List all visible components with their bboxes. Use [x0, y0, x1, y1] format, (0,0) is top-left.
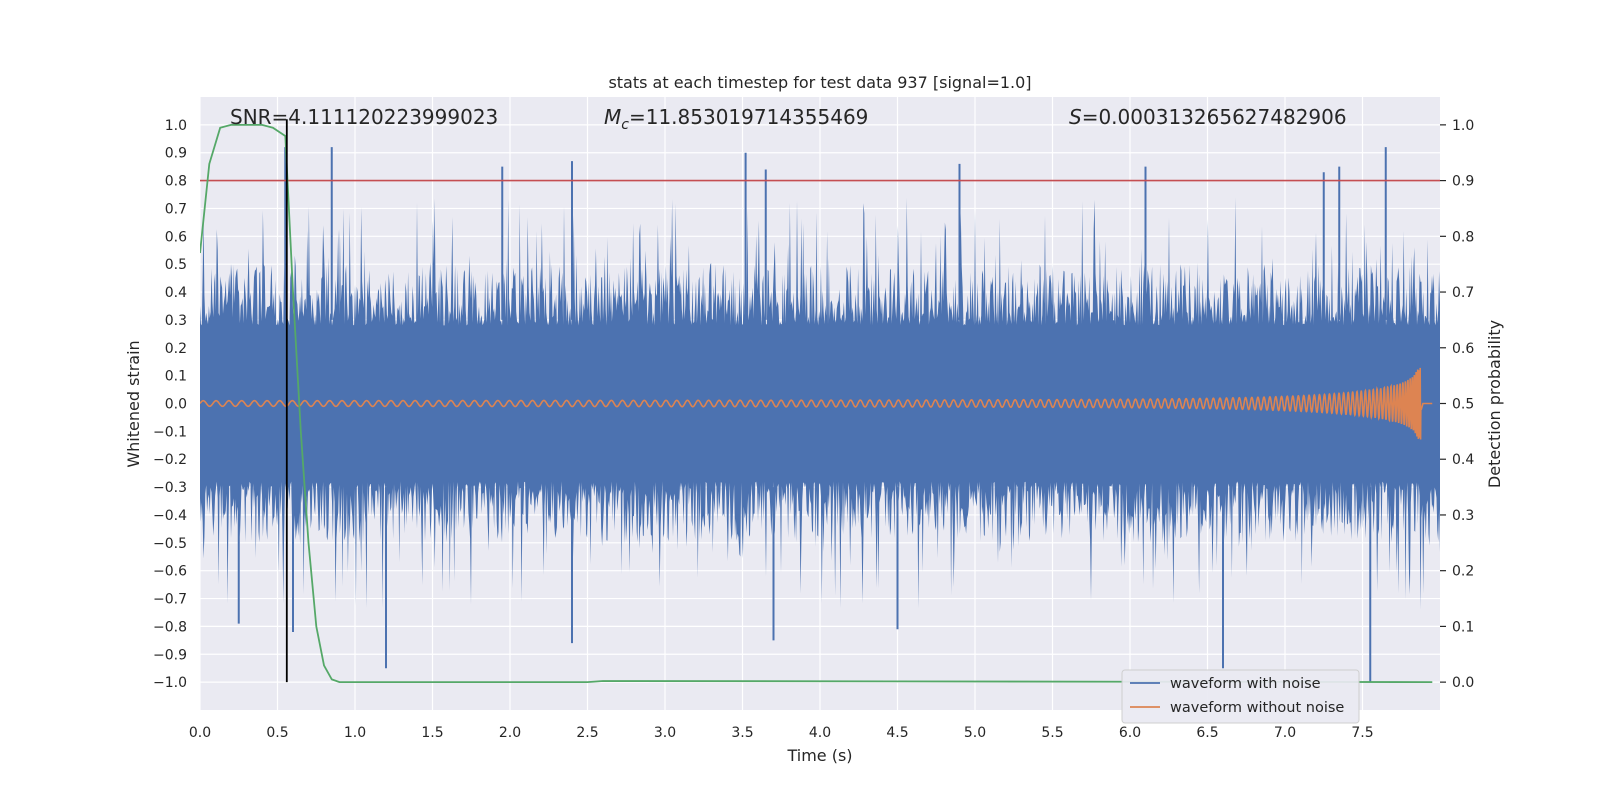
y2-tick-label: 0.0 [1452, 675, 1474, 691]
y-tick-label: 0.7 [165, 201, 187, 217]
y-tick-label: −0.3 [153, 480, 187, 496]
y-tick-label: −0.6 [153, 564, 187, 580]
x-tick-label: 1.0 [344, 725, 366, 741]
y2-tick-label: 0.5 [1452, 397, 1474, 413]
x-tick-label: 0.5 [266, 725, 288, 741]
waveform-with-noise-band [200, 197, 1440, 610]
y-tick-label: 1.0 [165, 118, 187, 134]
y2-tick-label: 0.2 [1452, 564, 1474, 580]
x-tick-label: 0.0 [189, 725, 211, 741]
legend-box [1121, 669, 1360, 724]
y-tick-label: 0.2 [165, 341, 187, 357]
x-tick-label: 7.5 [1351, 725, 1373, 741]
chirp-mass-value: =11.853019714355469 [629, 105, 868, 129]
x-axis-label: Time (s) [786, 746, 852, 765]
y2-tick-label: 0.9 [1452, 174, 1474, 190]
x-tick-label: 5.5 [1041, 725, 1063, 741]
waveform-with-noise-spikes [237, 147, 1387, 683]
x-tick-label: 1.5 [421, 725, 443, 741]
y2-tick-label: 0.8 [1452, 229, 1474, 245]
y2-tick-label: 0.1 [1452, 619, 1474, 635]
x-tick-label: 6.5 [1196, 725, 1218, 741]
y-axis-ticks: −1.0 −0.9 −0.8 −0.7 −0.6 −0.5 −0.4 −0.3 −0.2 −0.1… [153, 118, 187, 691]
x-tick-label: 2.5 [576, 725, 598, 741]
legend-label-noise: waveform with noise [1170, 676, 1321, 692]
s-symbol: S [1069, 105, 1082, 129]
y-tick-label: −1.0 [153, 675, 187, 691]
y-tick-label: −0.2 [153, 452, 187, 468]
x-tick-label: 4.5 [886, 725, 908, 741]
y-tick-label: 0.1 [165, 369, 187, 385]
legend-label-clean: waveform without noise [1170, 700, 1344, 716]
y-tick-label: −0.7 [153, 592, 187, 608]
y2-axis-label: Detection probability [1485, 320, 1504, 488]
y2-tick-label: 0.4 [1452, 452, 1474, 468]
y-tick-label: 0.9 [165, 146, 187, 162]
y-tick-label: −0.9 [153, 647, 187, 663]
y-axis-label: Whitened strain [124, 340, 143, 467]
x-tick-label: 5.0 [964, 725, 986, 741]
y-tick-label: −0.1 [153, 424, 187, 440]
y2-axis-ticks: 0.0 0.1 0.2 0.3 0.4 0.5 0.6 0.7 0.8 0.9 1.0 [1440, 118, 1474, 691]
x-tick-label: 3.5 [731, 725, 753, 741]
y-tick-label: −0.4 [153, 508, 187, 524]
y2-tick-label: 0.3 [1452, 508, 1474, 524]
x-tick-label: 2.0 [499, 725, 521, 741]
y2-tick-label: 0.6 [1452, 341, 1474, 357]
detection-probability-line [200, 124, 1433, 683]
y-tick-label: 0.3 [165, 313, 187, 329]
snr-annotation: SNR=4.111120223999023 [230, 105, 498, 129]
y2-tick-label: 0.7 [1452, 285, 1474, 301]
x-tick-label: 3.0 [654, 725, 676, 741]
s-value: =0.000313265627482906 [1082, 105, 1347, 129]
legend: waveform with noise waveform without noi… [1121, 669, 1360, 724]
y2-tick-label: 1.0 [1452, 118, 1474, 134]
waveform-without-noise-line [200, 367, 1433, 440]
y-tick-label: −0.5 [153, 536, 187, 552]
y-tick-label: 0.6 [165, 229, 187, 245]
y-tick-label: 0.8 [165, 174, 187, 190]
x-tick-label: 6.0 [1119, 725, 1141, 741]
y-tick-label: 0.4 [165, 285, 187, 301]
y-tick-label: 0.0 [165, 397, 187, 413]
chirp-mass-annotation: Mc=11.853019714355469 [604, 105, 868, 133]
y-tick-label: 0.5 [165, 257, 187, 273]
chart-title: stats at each timestep for test data 937… [608, 73, 1031, 92]
x-axis-ticks: 0.0 0.5 1.0 1.5 2.0 2.5 3.0 3.5 4.0 4.5 5.0 5.5 6.0 6… [189, 725, 1374, 741]
x-tick-label: 4.0 [809, 725, 831, 741]
chirp-mass-subscript: c [621, 117, 629, 133]
chirp-mass-symbol: M [604, 105, 621, 129]
s-annotation: S=0.000313265627482906 [1069, 105, 1347, 129]
x-tick-label: 7.0 [1274, 725, 1296, 741]
y-tick-label: −0.8 [153, 619, 187, 635]
